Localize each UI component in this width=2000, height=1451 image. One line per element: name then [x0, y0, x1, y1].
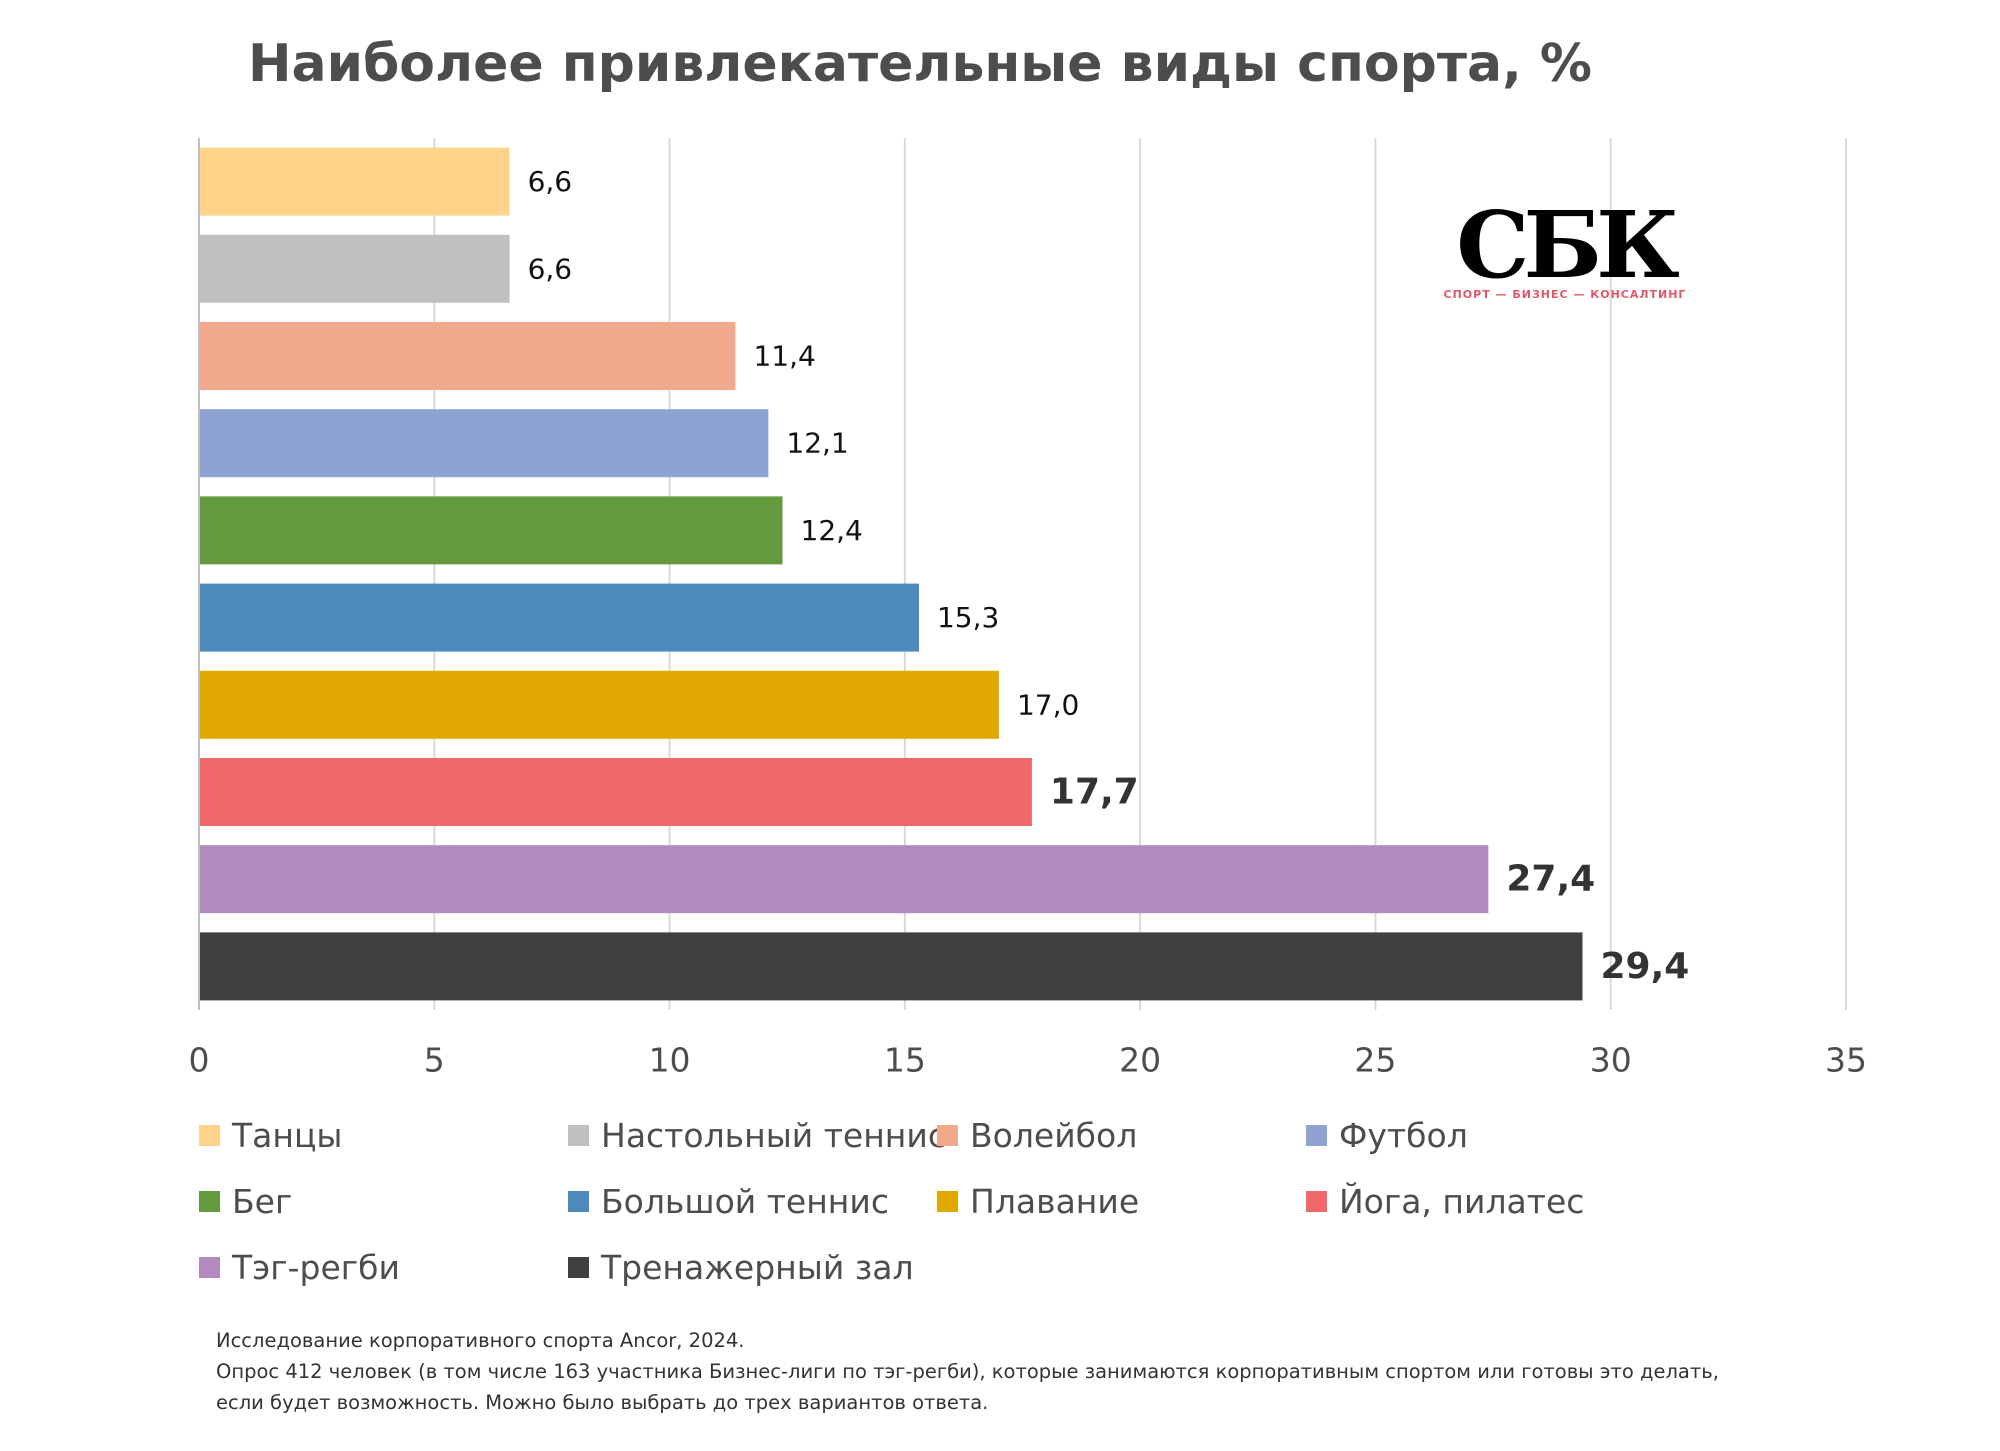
legend-swatch: [937, 1124, 958, 1146]
legend-swatch: [199, 1256, 220, 1278]
legend-swatch: [199, 1124, 220, 1146]
bar: [199, 758, 1032, 826]
legend-label: Настольный теннис: [601, 1115, 946, 1155]
bar: [199, 932, 1583, 1001]
legend-label: Танцы: [232, 1115, 343, 1155]
legend-item: Плавание: [937, 1181, 1139, 1221]
x-tick-label: 10: [649, 1041, 691, 1080]
legend-swatch: [1306, 1190, 1327, 1212]
bar: [199, 670, 999, 739]
value-label: 17,0: [1017, 688, 1079, 721]
footnote-method-line-2: если будет возможность. Можно было выбра…: [216, 1391, 989, 1414]
footnote-method-line: Опрос 412 человек (в том числе 163 участ…: [216, 1360, 1719, 1383]
legend-label: Футбол: [1339, 1115, 1468, 1155]
value-label: 11,4: [753, 340, 815, 373]
bar: [199, 583, 919, 652]
bar: [199, 496, 783, 565]
x-tick-label: 30: [1590, 1041, 1632, 1080]
bar: [199, 322, 736, 390]
bar: [199, 409, 769, 478]
value-label: 27,4: [1506, 859, 1595, 900]
value-label: 12,4: [801, 514, 863, 547]
value-label: 17,7: [1050, 772, 1139, 813]
legend-item: Большой теннис: [568, 1181, 889, 1221]
legend-label: Большой теннис: [601, 1181, 889, 1221]
bar: [199, 234, 510, 303]
legend-label: Йога, пилатес: [1339, 1181, 1585, 1221]
x-tick-label: 35: [1825, 1041, 1867, 1080]
value-label: 15,3: [937, 601, 999, 634]
legend-item: Настольный теннис: [568, 1115, 946, 1155]
legend-swatch: [199, 1190, 220, 1212]
value-label: 29,4: [1600, 946, 1689, 987]
legend-item: Тренажерный зал: [568, 1247, 914, 1287]
x-tick-label: 5: [424, 1041, 445, 1080]
legend-label: Тренажерный зал: [601, 1247, 914, 1287]
chart-title: Наиболее привлекательные виды спорта, %: [247, 34, 1593, 94]
x-tick-label: 25: [1354, 1041, 1396, 1080]
legend-item: Танцы: [199, 1115, 342, 1155]
value-label: 6,6: [528, 165, 573, 198]
legend-item: Тэг-регби: [199, 1247, 400, 1287]
legend-label: Волейбол: [970, 1115, 1138, 1155]
legend-swatch: [568, 1190, 589, 1212]
legend-swatch: [1306, 1124, 1327, 1146]
x-tick-label: 15: [884, 1041, 926, 1080]
sbk-logo: СБК СПОРТ — БИЗНЕС — КОНСАЛТИНГ: [1440, 191, 1690, 310]
legend-swatch: [568, 1256, 589, 1278]
x-tick-label: 20: [1119, 1041, 1161, 1080]
value-label: 12,1: [786, 427, 848, 460]
x-tick-label: 0: [189, 1041, 210, 1080]
bar: [199, 147, 510, 216]
legend-label: Плавание: [970, 1181, 1140, 1221]
legend-item: Бег: [199, 1181, 292, 1221]
legend-item: Волейбол: [937, 1115, 1137, 1155]
legend-swatch: [937, 1190, 958, 1212]
legend-item: Йога, пилатес: [1306, 1181, 1584, 1221]
legend-item: Футбол: [1306, 1115, 1468, 1155]
footnote: Исследование корпоративного спорта Ancor…: [216, 1325, 1956, 1418]
logo-wordmark: СБК: [1456, 191, 1680, 299]
legend-label: Тэг-регби: [232, 1247, 400, 1287]
value-label: 6,6: [528, 252, 573, 285]
bar: [199, 845, 1489, 914]
footnote-source: Исследование корпоративного спорта Ancor…: [216, 1329, 745, 1352]
legend-label: Бег: [232, 1181, 293, 1221]
legend-swatch: [568, 1124, 589, 1146]
logo-tagline: СПОРТ — БИЗНЕС — КОНСАЛТИНГ: [1443, 288, 1687, 301]
